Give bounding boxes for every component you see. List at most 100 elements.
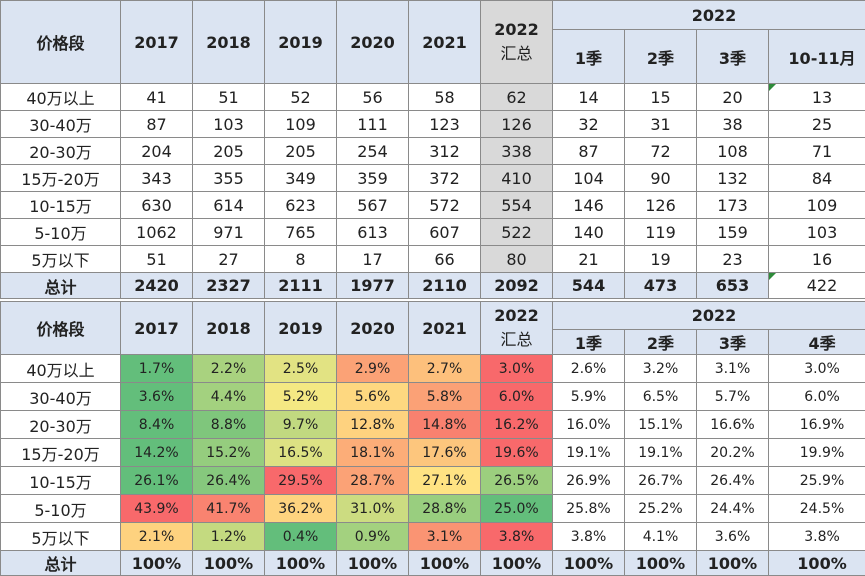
total-cell: 473 <box>624 272 697 299</box>
data-cell: 3.8% <box>552 522 625 551</box>
share-percentage-table: 价格段 2017 2018 2019 2020 2021 2022 汇总 2022 1季 2季 3季 4… <box>0 301 865 576</box>
price-segment-label: 30-40万 <box>0 382 121 411</box>
data-cell: 28.8% <box>408 494 481 523</box>
price-segment-label: 10-15万 <box>0 191 121 219</box>
data-cell: 26.4% <box>192 466 265 495</box>
data-cell: 614 <box>192 191 265 219</box>
total-cell: 100% <box>336 550 409 576</box>
data-cell: 27.1% <box>408 466 481 495</box>
total-cell: 2092 <box>480 272 553 299</box>
data-cell: 607 <box>408 218 481 246</box>
data-cell: 109 <box>264 110 337 138</box>
price-segment-label: 30-40万 <box>0 110 121 138</box>
data-cell: 410 <box>480 164 553 192</box>
data-cell: 15.1% <box>624 410 697 439</box>
year-2022-label: 2022 <box>494 306 539 325</box>
table-row: 30-40万 87 103 109 111 123 126 32 31 38 25 <box>0 110 865 138</box>
quarter-header: 1季 <box>552 329 625 355</box>
data-cell: 3.1% <box>696 354 769 383</box>
data-cell: 18.1% <box>336 438 409 467</box>
table-row: 15万-20万 343 355 349 359 372 410 104 90 132 84 <box>0 164 865 192</box>
year-2022-label: 2022 <box>494 20 539 39</box>
data-cell: 72 <box>624 137 697 165</box>
data-cell: 38 <box>696 110 769 138</box>
data-cell: 205 <box>264 137 337 165</box>
data-cell: 16.0% <box>552 410 625 439</box>
data-cell: 14.2% <box>120 438 193 467</box>
data-cell: 90 <box>624 164 697 192</box>
data-cell: 56 <box>336 83 409 111</box>
data-cell: 338 <box>480 137 553 165</box>
data-cell: 25.2% <box>624 494 697 523</box>
quarter-header: 3季 <box>696 29 769 84</box>
data-cell: 204 <box>120 137 193 165</box>
quarter-header: 1季 <box>552 29 625 84</box>
data-cell: 146 <box>552 191 625 219</box>
data-cell: 14 <box>552 83 625 111</box>
year-header: 2019 <box>264 0 337 84</box>
data-cell: 9.7% <box>264 410 337 439</box>
year-2022-total-header: 2022 汇总 <box>480 0 553 84</box>
total-cell: 100% <box>120 550 193 576</box>
data-cell: 126 <box>624 191 697 219</box>
total-cell: 100% <box>192 550 265 576</box>
data-cell: 159 <box>696 218 769 246</box>
price-segment-header: 价格段 <box>0 0 121 84</box>
data-cell: 24.4% <box>696 494 769 523</box>
table-row: 15万-20万 14.2% 15.2% 16.5% 18.1% 17.6% 19.6% 19.… <box>0 438 865 467</box>
year-header: 2020 <box>336 301 409 355</box>
table-row: 5-10万 1062 971 765 613 607 522 140 119 159 103 <box>0 218 865 246</box>
table-row: 10-15万 630 614 623 567 572 554 146 126 173 109 <box>0 191 865 219</box>
data-cell: 20 <box>696 83 769 111</box>
quarter-header: 2季 <box>624 329 697 355</box>
year-header: 2017 <box>120 301 193 355</box>
data-cell: 19.1% <box>624 438 697 467</box>
price-segment-label: 20-30万 <box>0 410 121 439</box>
year-header: 2018 <box>192 301 265 355</box>
data-cell: 21 <box>552 245 625 273</box>
data-cell: 87 <box>552 137 625 165</box>
quarter-header-row: 1季 2季 3季 10-11月 <box>1 29 865 84</box>
data-cell: 5.9% <box>552 382 625 411</box>
data-cell: 2.9% <box>336 354 409 383</box>
total-cell: 100% <box>696 550 769 576</box>
data-cell: 15 <box>624 83 697 111</box>
data-cell: 19.6% <box>480 438 553 467</box>
data-cell: 3.6% <box>120 382 193 411</box>
price-segment-label: 5-10万 <box>0 218 121 246</box>
table-row: 5万以下 51 27 8 17 66 80 21 19 23 16 <box>0 245 865 273</box>
total-cell: 2327 <box>192 272 265 299</box>
total-label: 汇总 <box>500 44 533 63</box>
data-cell: 26.7% <box>624 466 697 495</box>
data-cell: 971 <box>192 218 265 246</box>
data-cell: 80 <box>480 245 553 273</box>
data-cell: 16.5% <box>264 438 337 467</box>
total-cell: 100% <box>408 550 481 576</box>
data-cell: 66 <box>408 245 481 273</box>
quarter-header: 4季 <box>767 329 865 355</box>
total-cell: 544 <box>552 272 625 299</box>
data-cell: 173 <box>696 191 769 219</box>
total-cell: 2110 <box>408 272 481 299</box>
total-cell: 100% <box>480 550 553 576</box>
total-label: 总计 <box>0 272 121 299</box>
year-header: 2021 <box>408 301 481 355</box>
data-cell: 62 <box>480 83 553 111</box>
total-row: 总计 100% 100% 100% 100% 100% 100% 100% 100% 100% 10… <box>0 550 865 576</box>
table-row: 5万以下 2.1% 1.2% 0.4% 0.9% 3.1% 3.8% 3.8% 4.1% 3.6%… <box>0 522 865 551</box>
data-cell: 23 <box>696 245 769 273</box>
data-cell: 16 <box>767 245 865 273</box>
data-cell: 16.6% <box>696 410 769 439</box>
data-cell: 359 <box>336 164 409 192</box>
data-cell: 109 <box>767 191 865 219</box>
year-header: 2019 <box>264 301 337 355</box>
data-cell: 1.7% <box>120 354 193 383</box>
quarter-header-row: 1季 2季 3季 4季 <box>1 329 865 355</box>
data-cell: 17.6% <box>408 438 481 467</box>
header-row: 价格段 2017 2018 2019 2020 2021 2022 汇总 2022 <box>0 301 865 355</box>
total-cell: 100% <box>624 550 697 576</box>
total-cell: 100% <box>767 550 865 576</box>
data-cell: 3.0% <box>767 354 865 383</box>
data-cell: 41.7% <box>192 494 265 523</box>
data-cell: 26.4% <box>696 466 769 495</box>
